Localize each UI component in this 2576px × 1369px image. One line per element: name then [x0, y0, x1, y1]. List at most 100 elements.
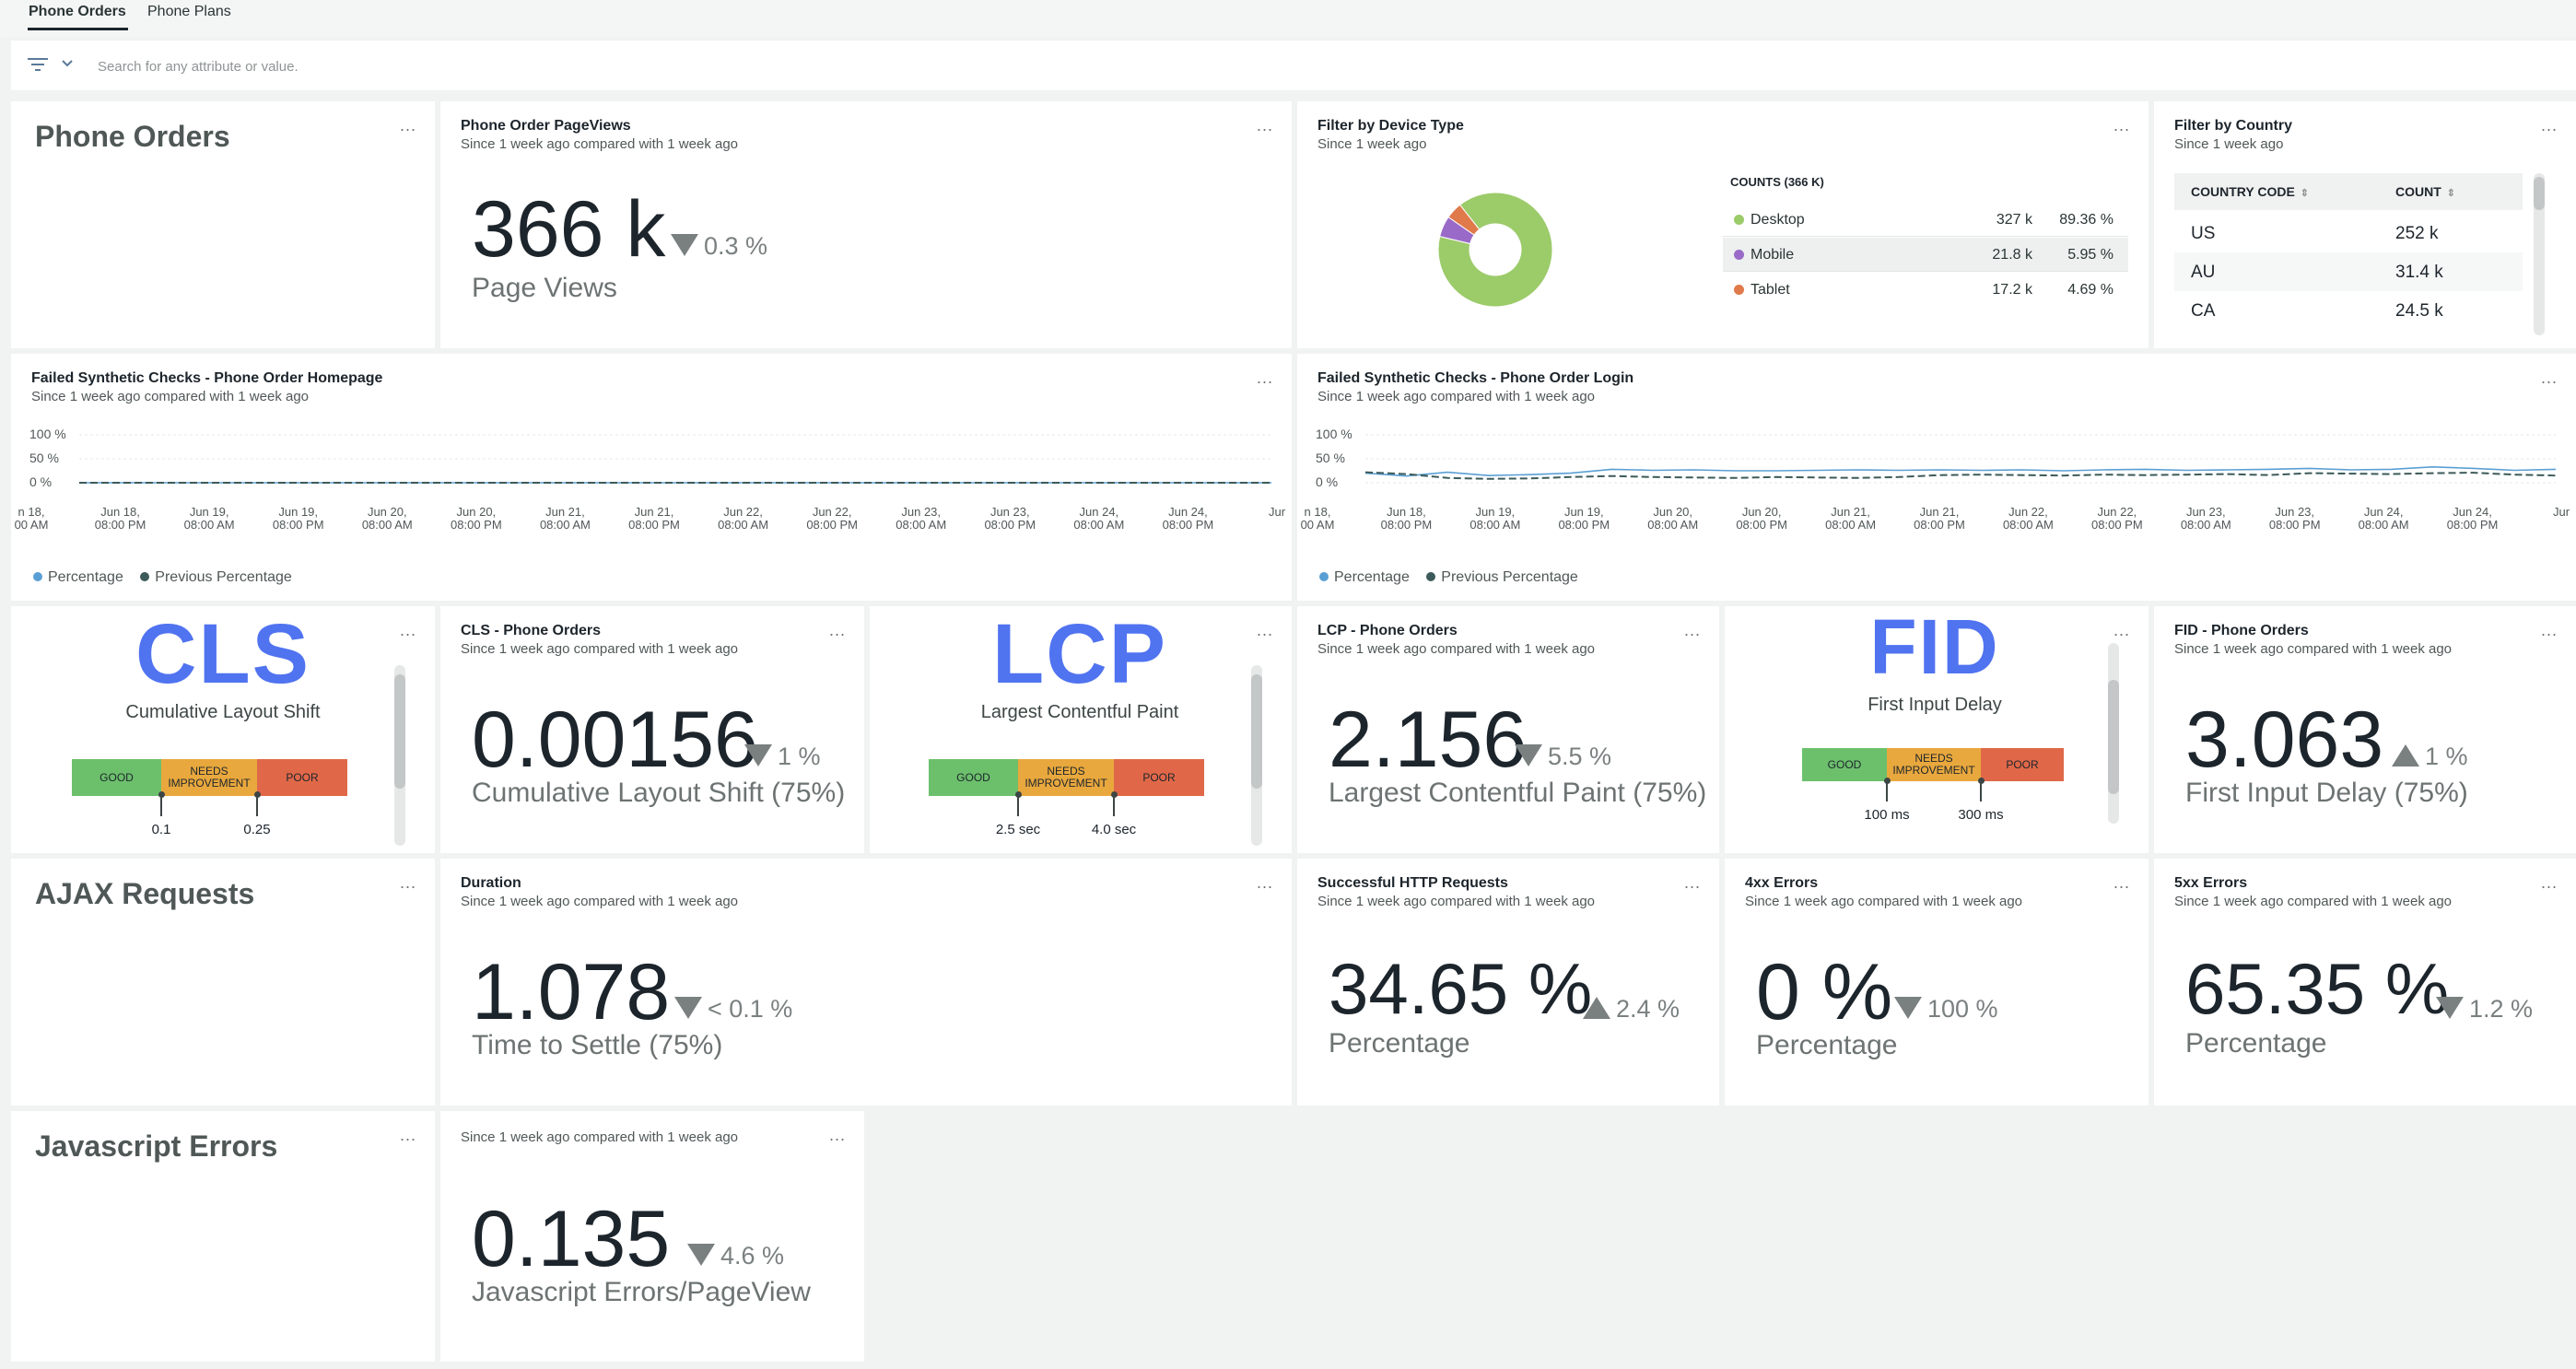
scrollbar-thumb[interactable] [394, 674, 405, 789]
widget-fid-scale: ... FID First Input Delay GOOD NEEDS IMP… [1725, 603, 2149, 853]
delta-value: < 0.1 % [708, 995, 793, 1023]
search-input[interactable] [96, 52, 1205, 81]
x-tick-label: Jun 21, 08:00 PM [628, 505, 680, 532]
markdown-scrollbar[interactable] [1251, 665, 1262, 846]
legend-percent: 89.36 % [2059, 212, 2113, 228]
more-menu-button[interactable]: ... [1256, 621, 1273, 639]
more-menu-button[interactable]: ... [828, 1126, 846, 1144]
more-menu-button[interactable]: ... [1256, 116, 1273, 135]
more-menu-button[interactable]: ... [399, 116, 416, 135]
filter-icon[interactable] [28, 57, 48, 72]
widget-subtitle: Since 1 week ago compared with 1 week ag… [461, 1129, 739, 1145]
y-tick-label: 100 % [1316, 427, 1352, 441]
table-row[interactable]: AU 31.4 k [2174, 252, 2523, 291]
column-header-country-code[interactable]: COUNTRY CODE ⇕ [2191, 184, 2309, 199]
x-tick-line: 08:00 PM [95, 518, 146, 532]
cell-count: 252 k [2395, 224, 2439, 243]
more-menu-button[interactable]: ... [399, 873, 416, 892]
table-scrollbar[interactable] [2534, 173, 2545, 335]
threshold-tick [1980, 781, 1982, 802]
series-line-previous-percentage[interactable] [1364, 471, 2557, 480]
threshold-tick [256, 796, 258, 816]
table-row[interactable]: CA 24.5 k [2174, 291, 2523, 330]
widget-cls-billboard: CLS - Phone Orders Since 1 week ago comp… [440, 606, 864, 853]
cell-count: 31.4 k [2395, 263, 2443, 282]
tab-phone-plans[interactable]: Phone Plans [147, 4, 231, 19]
legend-item-percentage[interactable]: Percentage [33, 569, 123, 585]
threshold-label: 100 ms [1864, 807, 1910, 823]
more-menu-button[interactable]: ... [2113, 873, 2130, 892]
delta-indicator: 100 % [1894, 995, 1998, 1024]
more-menu-button[interactable]: ... [1683, 621, 1701, 639]
pie-slice-tablet[interactable] [1447, 204, 1481, 236]
widget-subtitle: Since 1 week ago compared with 1 week ag… [1317, 641, 1596, 657]
widget-5xx-errors: 5xx Errors Since 1 week ago compared wit… [2154, 859, 2576, 1106]
x-tick-line: 08:00 PM [1163, 518, 1214, 532]
scrollbar-thumb[interactable] [2108, 680, 2119, 794]
more-menu-button[interactable]: ... [2540, 873, 2558, 892]
threshold-label: 0.1 [151, 822, 171, 837]
markdown-scrollbar[interactable] [2108, 643, 2119, 824]
x-tick-label: Jun 21, 08:00 PM [1914, 505, 1965, 532]
delta-value: 1.2 % [2469, 995, 2534, 1023]
legend-row-mobile[interactable]: Mobile 21.8 k 5.95 % [1723, 238, 2128, 272]
cell-country-code: AU [2191, 263, 2216, 282]
more-menu-button[interactable]: ... [2540, 116, 2558, 135]
scrollbar-thumb[interactable] [1251, 674, 1262, 789]
big-number-label: Page Views [472, 273, 617, 303]
legend-swatch [1734, 215, 1744, 225]
legend-swatch [33, 572, 42, 581]
x-tick-label: Jun 24, 08:00 AM [1073, 505, 1124, 532]
device-pie-chart[interactable] [1435, 190, 1555, 310]
more-menu-button[interactable]: ... [2540, 621, 2558, 639]
x-tick-line: 08:00 PM [2091, 518, 2143, 532]
more-menu-button[interactable]: ... [399, 1126, 416, 1144]
table-row[interactable]: US 252 k [2174, 214, 2523, 252]
column-header-count[interactable]: COUNT ⇕ [2395, 184, 2455, 199]
legend-row-tablet[interactable]: Tablet 17.2 k 4.69 % [1723, 273, 2128, 306]
more-menu-button[interactable]: ... [2540, 369, 2558, 387]
x-tick-line: 08:00 AM [718, 518, 768, 532]
legend-item-percentage[interactable]: Percentage [1319, 569, 1410, 585]
more-menu-button[interactable]: ... [828, 621, 846, 639]
more-menu-button[interactable]: ... [399, 621, 416, 639]
more-menu-button[interactable]: ... [2113, 621, 2130, 639]
x-tick-line: Jun 19, [278, 505, 318, 519]
scrollbar-thumb[interactable] [2534, 177, 2545, 210]
sort-icon: ⇕ [2446, 188, 2455, 199]
legend-count: 17.2 k [1992, 282, 2032, 298]
tab-phone-orders[interactable]: Phone Orders [29, 4, 126, 19]
threshold-marker [254, 791, 261, 798]
legend-item-previous[interactable]: Previous Percentage [1426, 569, 1578, 585]
cell-count: 24.5 k [2395, 301, 2443, 321]
legend-label: Percentage [48, 569, 123, 585]
x-tick-line: Jun 24, [2364, 505, 2404, 519]
x-tick-label: Jun 18, 08:00 PM [95, 505, 146, 532]
x-tick-line: Jun 20, [368, 505, 407, 519]
legend-name: Desktop [1751, 212, 1805, 228]
arrow-down-icon [1894, 997, 1922, 1019]
x-tick-line: 08:00 AM [2003, 518, 2054, 532]
more-menu-button[interactable]: ... [2113, 116, 2130, 135]
legend-item-previous[interactable]: Previous Percentage [140, 569, 292, 585]
more-menu-button[interactable]: ... [1256, 369, 1273, 387]
x-tick-line: 00 AM [1301, 518, 1335, 532]
pie-slice-desktop[interactable] [1437, 192, 1553, 308]
legend-row-desktop[interactable]: Desktop 327 k 89.36 % [1723, 203, 2128, 237]
legend-swatch [1734, 250, 1744, 260]
x-tick-label: Jun 20, 08:00 PM [1736, 505, 1787, 532]
threshold-tick [160, 796, 162, 816]
more-menu-button[interactable]: ... [1683, 873, 1701, 892]
big-number-label: Percentage [1329, 1028, 1470, 1059]
widget-title: CLS - Phone Orders [461, 623, 602, 638]
scale-poor: POOR [257, 759, 347, 796]
more-menu-button[interactable]: ... [1256, 873, 1273, 892]
chevron-down-icon[interactable] [61, 57, 74, 70]
markdown-scrollbar[interactable] [394, 665, 405, 846]
widget-subtitle: Since 1 week ago compared with 1 week ag… [2174, 894, 2453, 909]
widget-title: Filter by Country [2174, 118, 2293, 134]
sort-icon: ⇕ [2300, 188, 2310, 199]
series-line-percentage[interactable] [1364, 465, 2557, 477]
